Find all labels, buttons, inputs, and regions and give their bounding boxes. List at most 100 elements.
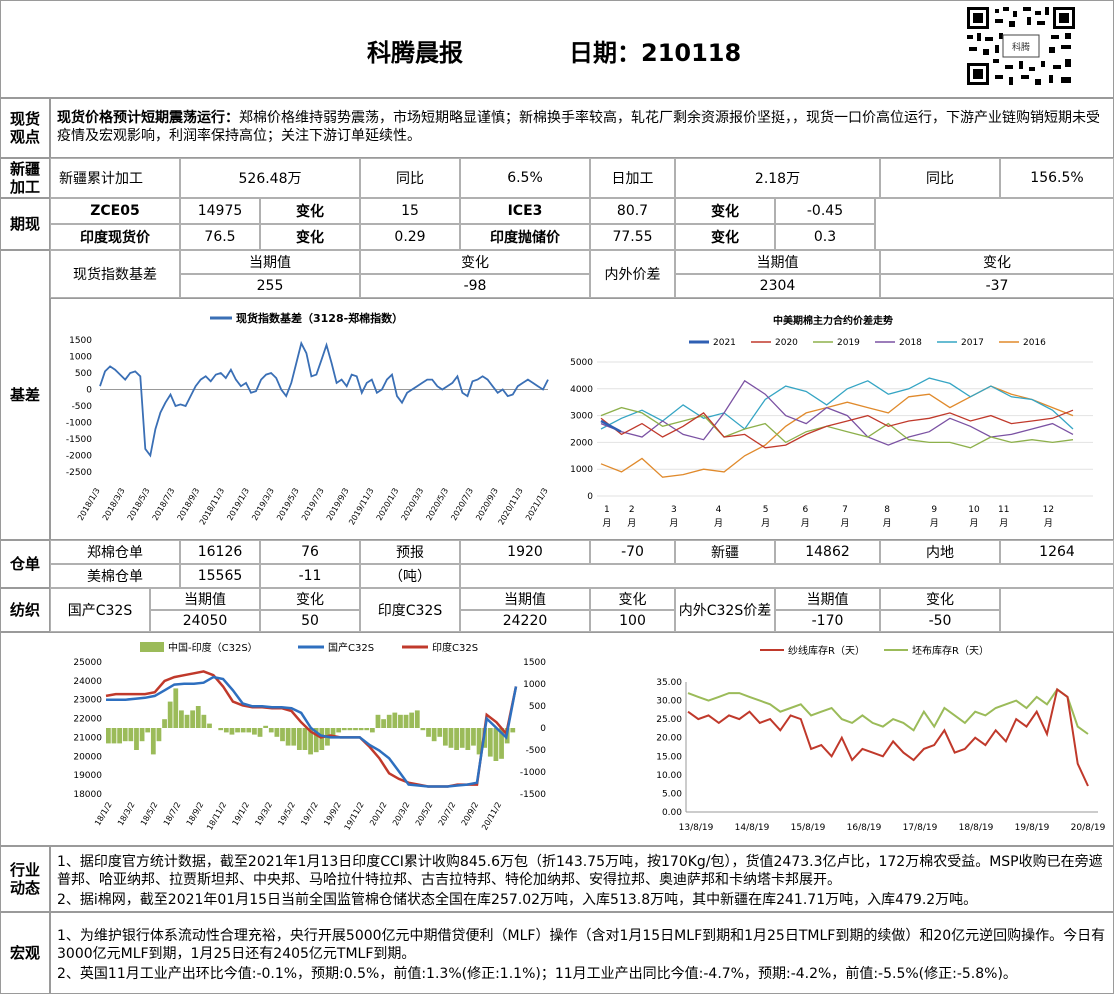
xj-cum-value: 526.48万: [180, 158, 360, 198]
x-tick-label: 2018/3/3: [101, 487, 127, 523]
diff-bar: [358, 728, 364, 731]
diff-bar: [364, 728, 370, 731]
india-spot-value: 76.5: [180, 224, 260, 250]
diff-bar: [252, 728, 257, 735]
series-line-2017: [600, 377, 1074, 430]
diff-bar: [459, 728, 465, 748]
diff-bar: [398, 714, 403, 728]
x-tick-label: 7: [842, 505, 848, 515]
qr-caption: 科腾: [1012, 41, 1030, 53]
basis-chg-label: 变化: [360, 250, 590, 274]
series-line-2021: [600, 419, 622, 433]
diff-bar: [336, 728, 342, 733]
warehouse-blank-cell: [460, 564, 1114, 588]
y-left-tick-label: 21000: [73, 733, 102, 743]
c32s-price-chart: 中国-印度（C32S） 国产C32S 印度C32S 25000 24000 23000 22…: [73, 641, 547, 832]
diff-bar: [235, 728, 240, 733]
diff-bar: [296, 728, 302, 750]
x-tick-label: 2018/5/3: [126, 487, 152, 523]
y-tick-label: 3000: [570, 412, 593, 422]
diff-bar: [184, 714, 190, 728]
x-tick-unit: 月: [883, 518, 892, 529]
inland-value: 1264: [1000, 540, 1114, 564]
diff-bar: [386, 714, 392, 728]
y-tick-label: 35.00: [656, 678, 682, 688]
x-tick-unit: 月: [602, 518, 611, 529]
diff-bar: [229, 728, 235, 735]
inventory-days-chart: 纱线库存R（天） 坯布库存R（天） 35.00 30.00 25.00 20.00 15.0…: [656, 644, 1105, 833]
x-tick-label: 19/3/2: [253, 801, 274, 828]
ice3-change: -0.45: [775, 198, 875, 224]
x-tick-label: 8: [884, 505, 890, 515]
diff-bar: [173, 688, 179, 728]
zce05-value: 14975: [180, 198, 260, 224]
diff-bar: [156, 728, 162, 742]
x-tick-label: 2019/1/3: [225, 487, 251, 523]
diff-bar: [313, 728, 319, 753]
diff-bar: [437, 728, 443, 737]
x-tick-label: 2020/7/3: [449, 487, 475, 523]
in-c32s-value: 24220: [460, 610, 590, 632]
x-tick-label: 6: [802, 505, 808, 515]
y-tick-label: 4000: [570, 385, 593, 395]
industry-item-2: 2、据i棉网，截至2021年01月15日当前全国监管棉仓储状态全国在库257.0…: [57, 892, 978, 908]
futures-blank-cell: [875, 198, 1114, 250]
section-basis: 基差: [0, 250, 50, 540]
qr-code: 科腾: [965, 5, 1077, 87]
legend-label-cn: 国产C32S: [328, 641, 374, 654]
legend-label-2019: 2019: [837, 338, 860, 348]
india-reserve-change: 0.3: [775, 224, 875, 250]
india-reserve-change-label: 变化: [675, 224, 775, 250]
legend-label-2017: 2017: [961, 338, 984, 348]
diff-bar: [179, 710, 184, 728]
x-tick-label: 19/9/2: [322, 801, 343, 828]
in-c32s-chg-label: 变化: [590, 588, 675, 610]
forecast-unit: （吨）: [360, 564, 460, 588]
x-tick-label: 19/8/19: [1015, 823, 1050, 833]
y-right-tick-label: -500: [526, 746, 547, 756]
x-tick-label: 2018/9/3: [176, 487, 202, 523]
y-right-tick-label: -1500: [520, 790, 546, 800]
zce05-change-label: 变化: [260, 198, 360, 224]
x-tick-label: 20/5/2: [414, 801, 435, 828]
x-tick-label: 2020/1/3: [375, 487, 401, 523]
x-tick-label: 2019/11/3: [347, 487, 375, 527]
legend-label-in: 印度C32S: [432, 641, 478, 654]
c32s-diff-chg-label: 变化: [880, 588, 1000, 610]
series-line-2018: [600, 379, 1074, 446]
diff-bar: [414, 710, 420, 728]
x-tick-unit: 月: [840, 518, 849, 529]
y-tick-label: 5.00: [662, 789, 682, 799]
basis-index-chart: 现货指数基差（3128-郑棉指数） 1500 1000 500 0 -500 -1000 -1…: [66, 311, 550, 527]
y-tick-label: 20.00: [656, 734, 682, 744]
cn-c32s-chg-label: 变化: [260, 588, 360, 610]
diff-bar: [201, 714, 207, 728]
y-left-tick-label: 22000: [73, 715, 102, 725]
x-tick-label: 18/5/2: [139, 801, 160, 828]
x-tick-label: 19/7/2: [299, 801, 320, 828]
diff-bar: [347, 728, 353, 731]
y-left-tick-label: 24000: [73, 677, 102, 687]
chart-title: 中美期棉主力合约价差走势: [773, 314, 893, 327]
diff-bar: [510, 728, 516, 733]
macro-item-1: 1、为维护银行体系流动性合理充裕，央行开展5000亿元中期借贷便利（MLF）操作…: [57, 928, 1106, 962]
forecast-value: 1920: [460, 540, 590, 564]
x-tick-label: 17/8/19: [903, 823, 938, 833]
y-tick-label: 30.00: [656, 697, 682, 707]
spread-cur-label: 当期值: [675, 250, 880, 274]
us-warrant-change: -11: [260, 564, 360, 588]
section-futures-spot: 期现: [0, 198, 50, 250]
x-tick-unit: 月: [761, 518, 770, 529]
qr-code-image: 科腾: [965, 5, 1077, 87]
report-date: 日期：210118: [569, 39, 742, 67]
basis-index-value: 255: [180, 274, 360, 298]
diff-bar: [476, 728, 482, 755]
diff-bar: [369, 728, 375, 733]
x-tick-label: 18/11/2: [205, 801, 228, 832]
spread-label: 内外价差: [590, 250, 675, 298]
x-tick-label: 2018/7/3: [151, 487, 177, 523]
ice3-label: ICE3: [460, 198, 590, 224]
diff-bar: [353, 728, 358, 731]
industry-item-1: 1、据印度官方统计数据，截至2021年1月13日印度CCI累计收购845.6万包…: [57, 854, 1103, 888]
y-tick-label: 1000: [69, 353, 92, 363]
